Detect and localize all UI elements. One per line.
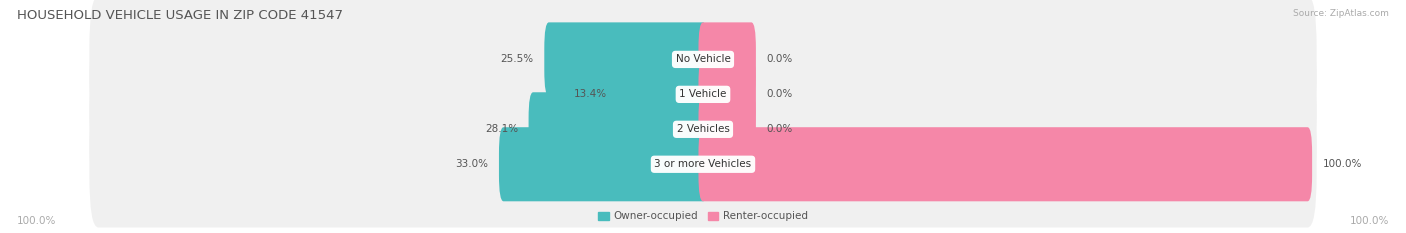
Text: 100.0%: 100.0% [17,216,56,226]
Text: 0.0%: 0.0% [766,55,793,64]
Text: 0.0%: 0.0% [766,124,793,134]
Text: 28.1%: 28.1% [485,124,517,134]
Text: Source: ZipAtlas.com: Source: ZipAtlas.com [1294,9,1389,18]
Text: 2 Vehicles: 2 Vehicles [676,124,730,134]
Text: 3 or more Vehicles: 3 or more Vehicles [654,159,752,169]
FancyBboxPatch shape [499,127,707,201]
Text: No Vehicle: No Vehicle [675,55,731,64]
FancyBboxPatch shape [544,22,707,96]
Text: HOUSEHOLD VEHICLE USAGE IN ZIP CODE 41547: HOUSEHOLD VEHICLE USAGE IN ZIP CODE 4154… [17,9,343,22]
FancyBboxPatch shape [90,66,1316,192]
Legend: Owner-occupied, Renter-occupied: Owner-occupied, Renter-occupied [595,207,811,226]
FancyBboxPatch shape [90,31,1316,158]
FancyBboxPatch shape [699,92,756,166]
Text: 13.4%: 13.4% [574,89,607,99]
FancyBboxPatch shape [529,92,707,166]
Text: 100.0%: 100.0% [1350,216,1389,226]
FancyBboxPatch shape [699,22,756,96]
Text: 0.0%: 0.0% [766,89,793,99]
Text: 33.0%: 33.0% [456,159,488,169]
FancyBboxPatch shape [699,127,1312,201]
FancyBboxPatch shape [617,57,707,131]
Text: 100.0%: 100.0% [1323,159,1362,169]
Text: 25.5%: 25.5% [501,55,534,64]
FancyBboxPatch shape [90,0,1316,123]
FancyBboxPatch shape [90,101,1316,228]
FancyBboxPatch shape [699,57,756,131]
Text: 1 Vehicle: 1 Vehicle [679,89,727,99]
